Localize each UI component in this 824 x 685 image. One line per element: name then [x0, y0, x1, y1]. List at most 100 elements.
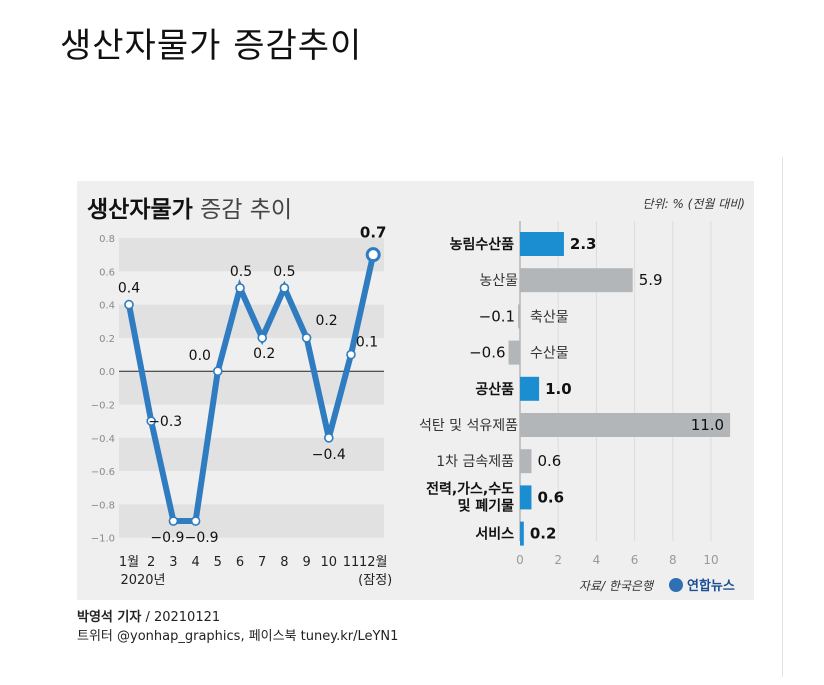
bar-category-label: 수산물: [530, 346, 569, 362]
data-point: [279, 283, 290, 293]
grid-band: [119, 504, 384, 538]
bar: [520, 449, 532, 474]
data-label: 0.0: [189, 348, 211, 364]
bar-value-label: 0.6: [537, 488, 564, 506]
x-tick-label: 6: [236, 555, 244, 570]
x-tick-label: 1월: [119, 555, 139, 570]
infographic-panel: 생산자물가 증감 추이 단위: % (전월 대비) 0.8 0.6 0.4 0.2 0.…: [77, 181, 754, 600]
bar: [520, 376, 540, 401]
reporter-credit: 박영석 기자 / 20210121: [77, 606, 220, 625]
page-title: 생산자물가 증감추이: [60, 26, 363, 66]
x-tick-label: 8: [280, 555, 288, 570]
bar-x-tick-label: 10: [703, 553, 718, 567]
data-point: [301, 333, 312, 343]
y-tick-label: −0.2: [91, 401, 115, 412]
unit-label: 단위: % (전월 대비): [643, 197, 746, 211]
data-point: [235, 283, 245, 293]
sns-credit: 트위터 @yonhap_graphics, 페이스북 tuney.kr/LeYN…: [77, 629, 399, 644]
data-point: [324, 432, 334, 443]
x-tick-label: 11: [343, 555, 360, 570]
y-tick-label: −0.4: [91, 434, 115, 445]
data-point: [346, 349, 356, 360]
bar-x-tick-label: 6: [631, 553, 639, 567]
bar-value-label: −0.1: [479, 307, 515, 325]
bar-value-label: 2.3: [570, 235, 597, 253]
data-point: [365, 247, 381, 263]
bar-category-label: 공산품: [475, 381, 514, 398]
data-label: 0.4: [118, 281, 140, 297]
x-sublabel-year: 2020년: [120, 573, 165, 588]
bar-category-label: 농산물: [479, 273, 518, 289]
x-tick-label: 12월: [359, 555, 388, 570]
x-tick-label: 4: [191, 555, 199, 570]
y-tick-label: 0.0: [99, 367, 115, 378]
bar-category-label: 1차 금속제품: [436, 454, 514, 470]
data-label: 0.1: [356, 335, 378, 351]
line-chart: 0.80.60.40.20.0−0.2−0.4−0.6−0.8−1.00.4−0…: [91, 224, 393, 588]
bar-category-label: 축산물: [530, 309, 569, 325]
bar: [520, 521, 524, 546]
series-line: [126, 253, 377, 525]
bar-value-label: 11.0: [691, 416, 724, 434]
x-tick-label: 3: [169, 555, 177, 570]
data-point: [146, 416, 156, 426]
credit-date: / 20210121: [141, 610, 221, 625]
data-label: 0.2: [253, 346, 275, 362]
data-label: −0.3: [148, 414, 182, 430]
x-tick-label: 7: [258, 555, 266, 570]
yonhap-logo: 연합뉴스: [669, 578, 735, 594]
bar-x-tick-label: 8: [669, 553, 677, 567]
reporter-name: 박영석 기자: [77, 610, 142, 625]
source-label: 자료/ 한국은행: [579, 579, 655, 593]
data-point: [124, 299, 134, 310]
y-tick-label: 0.4: [99, 301, 115, 312]
bar: [520, 268, 633, 293]
data-point: [190, 516, 201, 526]
y-tick-label: 0.2: [99, 334, 115, 345]
bar-category-label: 전력,가스,수도: [426, 480, 514, 497]
y-tick-label: −1.0: [91, 534, 115, 545]
chart-canvas: 생산자물가 증감 추이 단위: % (전월 대비) 0.80.60.40.20.…: [87, 197, 746, 594]
bar-value-label: 0.6: [537, 452, 561, 470]
bar: [520, 232, 564, 256]
data-label: 0.7: [360, 224, 387, 242]
data-label: −0.4: [312, 447, 346, 463]
data-label: 0.2: [315, 313, 337, 329]
y-tick-label: −0.6: [91, 467, 115, 478]
bar-chart: 0 2 4 6 8 10 2.3 농림수산품 5.9 농산물 −0.1 축산물 −0.6 수산물 1.0 공산…: [419, 221, 731, 567]
data-label: −0.9: [150, 530, 184, 546]
bar-category-label: 및 폐기물: [458, 497, 515, 514]
bar-value-label: −0.6: [469, 344, 505, 362]
yonhap-logo-text: 연합뉴스: [687, 578, 735, 594]
x-tick-label: 5: [214, 555, 222, 570]
panel-title: 생산자물가 증감 추이: [87, 197, 292, 223]
data-label: −0.9: [185, 530, 219, 546]
data-point: [213, 366, 223, 376]
bar: [518, 304, 520, 329]
x-tick-label: 9: [302, 555, 310, 570]
bar: [520, 413, 731, 437]
bar-value-label: 5.9: [639, 271, 663, 289]
bar-x-tick-label: 2: [554, 553, 562, 567]
x-sublabel-provisional: (잠정): [358, 573, 392, 588]
data-label: 0.5: [273, 264, 295, 280]
bar: [520, 485, 532, 510]
y-tick-label: −0.8: [91, 500, 115, 511]
y-tick-label: 0.8: [99, 234, 115, 245]
bar-value-label: 1.0: [545, 380, 572, 398]
bar-x-tick-label: 4: [593, 553, 601, 567]
bar: [508, 340, 520, 365]
divider-line: [782, 157, 783, 677]
bar-category-label: 서비스: [475, 527, 514, 543]
bar-category-label: 농림수산품: [450, 236, 515, 253]
data-point: [257, 333, 267, 343]
bar-category-label: 석탄 및 석유제품: [419, 418, 518, 434]
x-tick-label: 2: [147, 555, 155, 570]
bar-x-tick-label: 0: [516, 553, 524, 567]
yonhap-logo-icon: [669, 578, 683, 592]
bar-value-label: 0.2: [530, 525, 557, 543]
data-point: [168, 516, 179, 526]
grid-band: [119, 238, 384, 272]
x-tick-label: 10: [321, 555, 338, 570]
y-tick-label: 0.6: [99, 267, 115, 278]
